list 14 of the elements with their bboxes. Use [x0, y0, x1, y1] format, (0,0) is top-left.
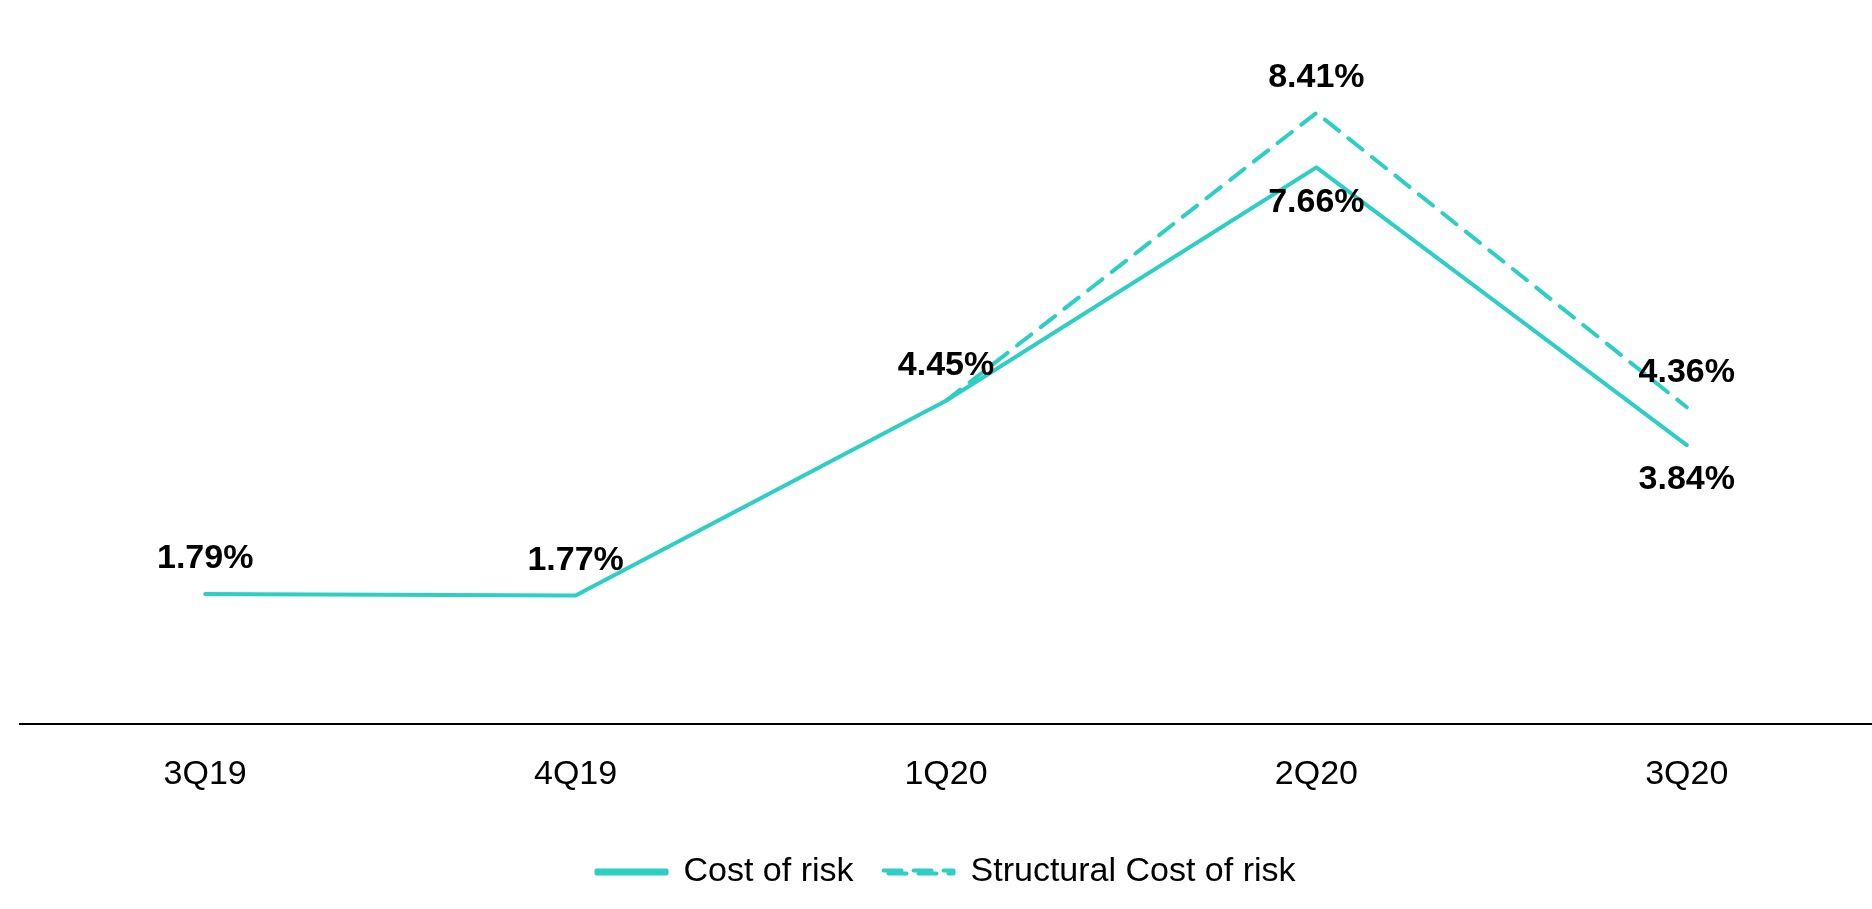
legend-label: Structural Cost of risk [970, 850, 1297, 889]
x-tick-label: 3Q19 [163, 752, 247, 791]
data-label: 3.84% [1638, 458, 1735, 497]
data-label: 8.41% [1268, 56, 1365, 95]
data-label: 1.79% [157, 537, 254, 576]
x-tick-label: 1Q20 [904, 752, 988, 791]
data-label: 4.36% [1638, 350, 1735, 389]
data-label: 1.77% [527, 538, 624, 577]
x-tick-label: 3Q20 [1645, 752, 1729, 791]
data-label: 4.45% [897, 344, 995, 383]
x-tick-label: 4Q19 [534, 752, 618, 791]
legend-label: Cost of risk [683, 850, 855, 889]
x-tick-label: 2Q20 [1274, 752, 1358, 791]
data-label: 7.66% [1268, 180, 1365, 219]
